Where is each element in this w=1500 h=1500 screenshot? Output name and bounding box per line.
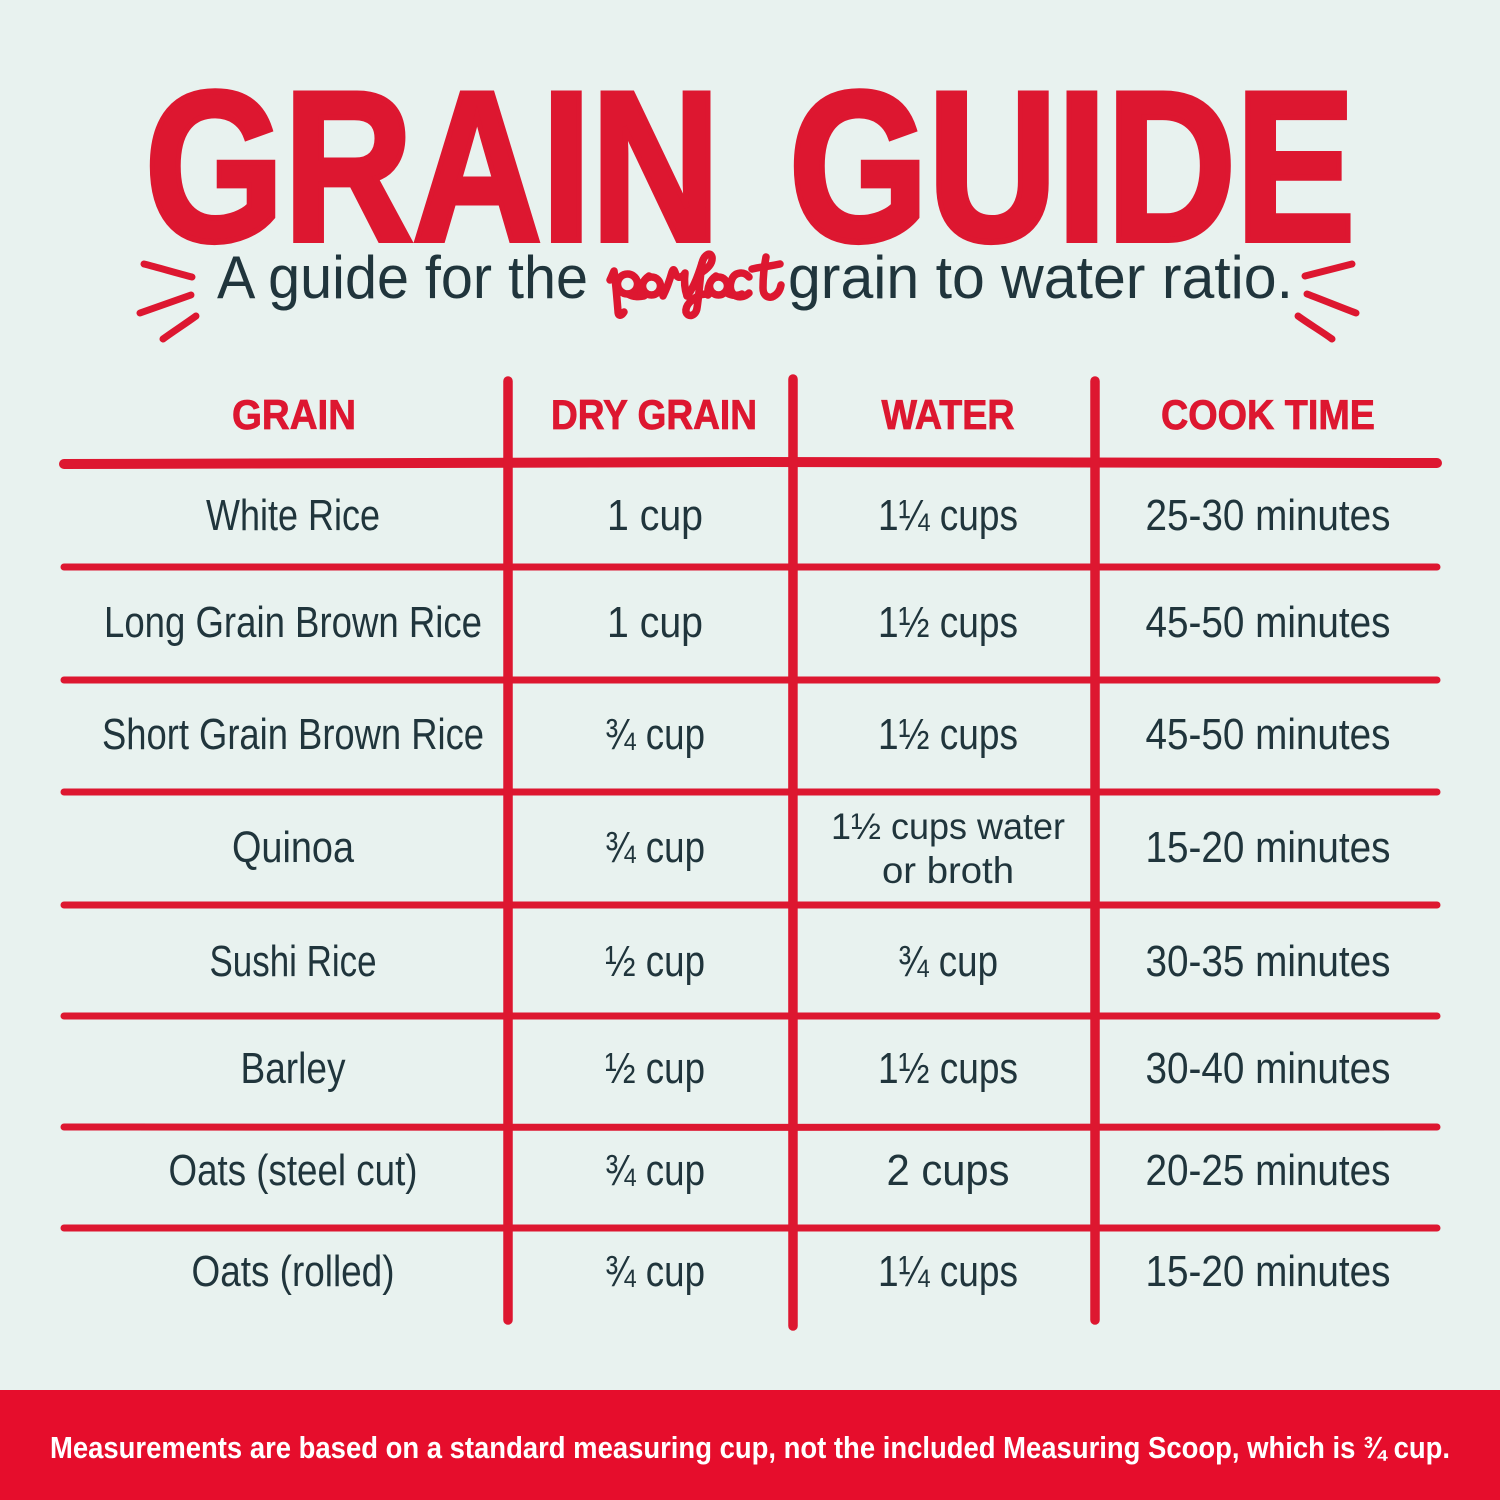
svg-text:1½ cups water: 1½ cups water xyxy=(831,806,1065,847)
svg-text:¾ cup: ¾ cup xyxy=(605,1146,705,1195)
svg-text:1¼ cups: 1¼ cups xyxy=(878,1247,1018,1296)
svg-text:Quinoa: Quinoa xyxy=(232,823,354,872)
svg-text:¾ cup: ¾ cup xyxy=(605,1247,705,1296)
svg-text:Measurements are based on a st: Measurements are based on a standard mea… xyxy=(50,1430,1450,1465)
svg-text:2 cups: 2 cups xyxy=(887,1146,1010,1195)
svg-text:1½ cups: 1½ cups xyxy=(878,598,1018,647)
svg-text:¾ cup: ¾ cup xyxy=(605,710,705,759)
svg-text:15-20 minutes: 15-20 minutes xyxy=(1146,823,1391,872)
svg-text:or broth: or broth xyxy=(882,850,1014,891)
svg-text:½ cup: ½ cup xyxy=(605,937,705,986)
svg-text:30-35 minutes: 30-35 minutes xyxy=(1146,937,1391,986)
svg-text:DRY GRAIN: DRY GRAIN xyxy=(551,391,757,438)
svg-text:Oats (steel cut): Oats (steel cut) xyxy=(169,1146,418,1195)
svg-text:A guide for the: A guide for the xyxy=(217,244,588,311)
svg-text:1 cup: 1 cup xyxy=(607,491,703,540)
svg-text:30-40 minutes: 30-40 minutes xyxy=(1146,1044,1391,1093)
svg-text:1½ cups: 1½ cups xyxy=(878,710,1018,759)
svg-text:45-50 minutes: 45-50 minutes xyxy=(1146,710,1391,759)
svg-text:25-30 minutes: 25-30 minutes xyxy=(1146,491,1391,540)
svg-text:45-50 minutes: 45-50 minutes xyxy=(1146,598,1391,647)
svg-text:Oats (rolled): Oats (rolled) xyxy=(192,1247,395,1296)
svg-text:20-25 minutes: 20-25 minutes xyxy=(1146,1146,1391,1195)
svg-text:GRAIN: GRAIN xyxy=(145,48,720,286)
svg-text:Long Grain Brown Rice: Long Grain Brown Rice xyxy=(104,598,482,647)
svg-text:Barley: Barley xyxy=(241,1044,346,1093)
svg-text:Sushi Rice: Sushi Rice xyxy=(210,937,377,986)
svg-text:White Rice: White Rice xyxy=(206,491,380,540)
svg-text:Short Grain Brown Rice: Short Grain Brown Rice xyxy=(102,710,484,759)
svg-text:GRAIN: GRAIN xyxy=(232,391,356,438)
svg-text:grain to water ratio.: grain to water ratio. xyxy=(788,244,1293,311)
svg-text:1½ cups: 1½ cups xyxy=(878,1044,1018,1093)
svg-text:GUIDE: GUIDE xyxy=(789,48,1355,286)
svg-text:WATER: WATER xyxy=(882,391,1015,438)
svg-text:COOK TIME: COOK TIME xyxy=(1161,391,1375,438)
svg-text:½ cup: ½ cup xyxy=(605,1044,705,1093)
svg-text:15-20 minutes: 15-20 minutes xyxy=(1146,1247,1391,1296)
svg-text:1 cup: 1 cup xyxy=(607,598,703,647)
svg-text:¾ cup: ¾ cup xyxy=(898,937,998,986)
svg-text:1¼ cups: 1¼ cups xyxy=(878,491,1018,540)
svg-text:¾ cup: ¾ cup xyxy=(605,823,705,872)
